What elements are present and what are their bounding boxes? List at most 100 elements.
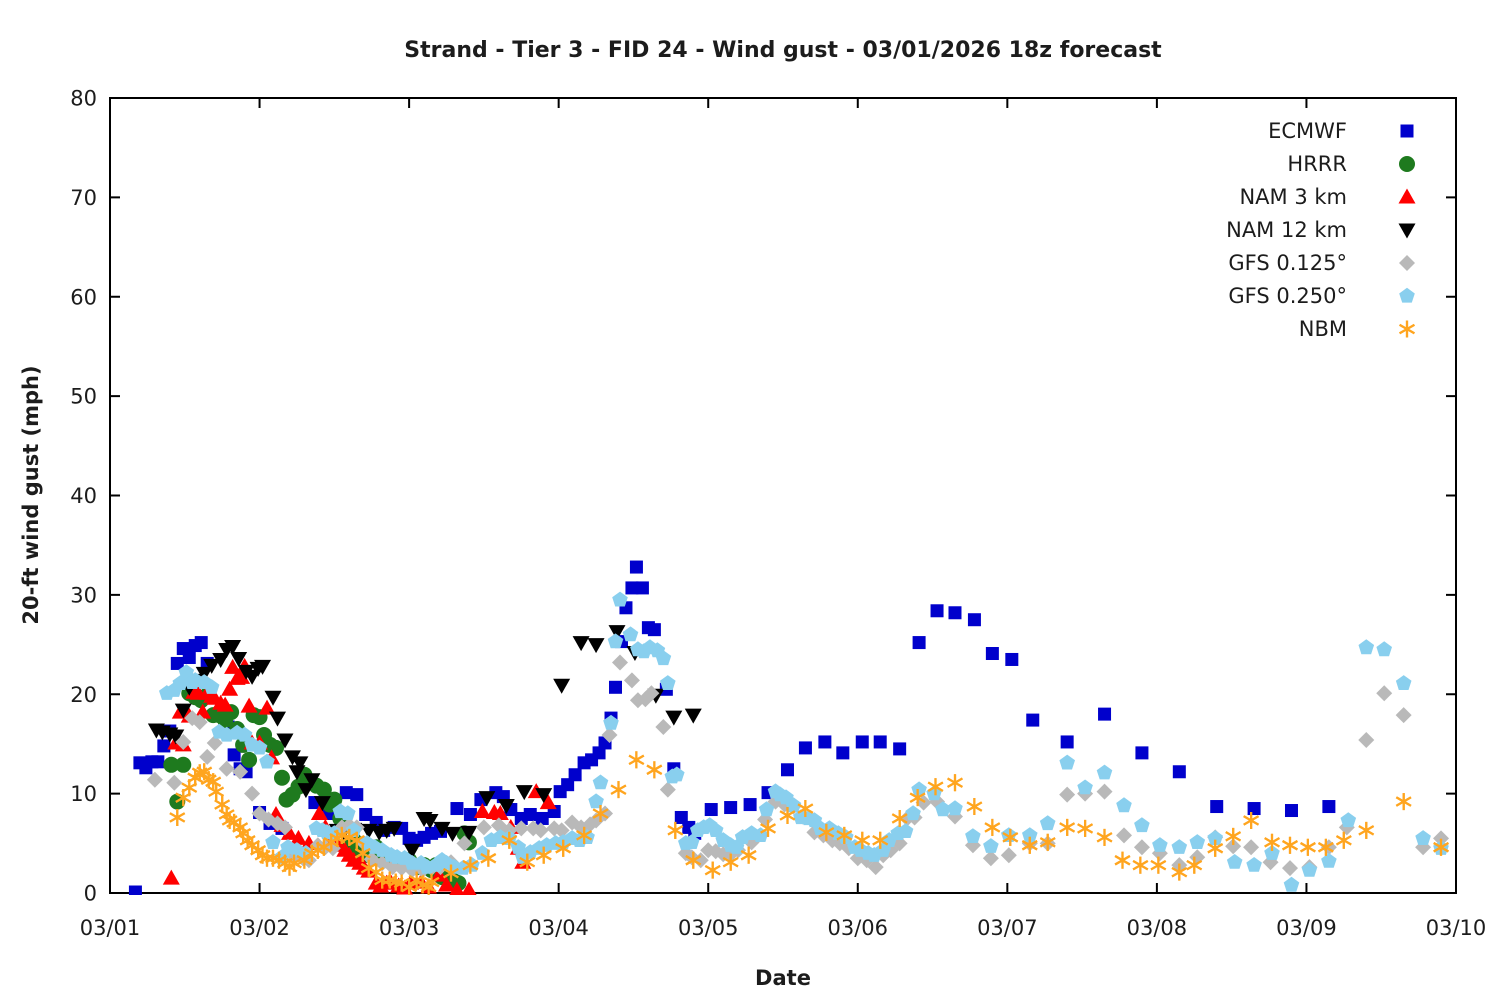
data-point-nbm xyxy=(208,783,225,801)
y-tick-label: 20 xyxy=(70,683,97,707)
y-tick-label: 80 xyxy=(70,87,97,111)
data-point-ecmwf xyxy=(743,798,757,812)
x-tick-label: 03/09 xyxy=(1276,916,1337,940)
data-point-nbm xyxy=(704,861,721,879)
data-point-ecmwf xyxy=(359,807,373,821)
data-point-gfs-0-250 xyxy=(947,800,963,816)
data-point-gfs-0-125 xyxy=(1059,786,1076,803)
data-point-ecmwf xyxy=(1005,652,1019,666)
data-point-nam-3-km xyxy=(216,696,234,712)
data-point-gfs-0-250 xyxy=(1152,837,1168,852)
data-point-ecmwf xyxy=(1172,765,1186,779)
data-point-gfs-0-250 xyxy=(592,774,609,790)
data-point-nam-12-km xyxy=(224,640,242,656)
data-point-nbm xyxy=(760,819,776,837)
data-point-nbm xyxy=(797,800,814,817)
data-point-nbm xyxy=(740,846,757,864)
data-point-nam-12-km xyxy=(230,651,248,667)
data-point-nam-12-km xyxy=(515,785,533,801)
legend-label-nam-12-km: NAM 12 km xyxy=(1226,218,1347,242)
data-point-nbm xyxy=(1114,851,1131,869)
data-point-gfs-0-250 xyxy=(1321,853,1337,868)
data-point-nbm xyxy=(909,789,926,807)
data-point-nbm xyxy=(818,823,835,841)
data-point-nbm xyxy=(401,878,418,895)
x-axis-label: Date xyxy=(755,966,811,990)
data-point-gfs-0-125 xyxy=(611,654,628,671)
data-point-ecmwf xyxy=(985,647,999,661)
data-point-nbm xyxy=(1039,833,1056,851)
y-tick-label: 40 xyxy=(70,484,97,508)
data-point-gfs-0-125 xyxy=(1395,707,1412,724)
data-point-nam-3-km xyxy=(461,881,477,895)
data-point-nbm xyxy=(1186,856,1203,874)
data-point-nam-12-km xyxy=(269,711,287,727)
data-point-gfs-0-250 xyxy=(251,739,268,755)
data-point-nam-12-km xyxy=(608,625,626,641)
x-tick-label: 03/04 xyxy=(528,916,589,940)
data-point-gfs-0-250 xyxy=(1077,779,1093,795)
data-point-gfs-0-125 xyxy=(1376,685,1393,702)
data-point-ecmwf xyxy=(798,741,812,755)
data-point-nbm xyxy=(722,853,739,871)
data-point-nbm xyxy=(891,810,908,827)
hrrr-legend-marker-icon xyxy=(1399,156,1415,172)
data-point-nam-12-km xyxy=(684,708,702,724)
data-point-gfs-0-250 xyxy=(911,781,927,797)
data-point-nbm xyxy=(315,838,332,856)
data-point-ecmwf xyxy=(930,604,944,618)
data-point-nam-12-km xyxy=(212,652,230,668)
data-point-ecmwf xyxy=(625,581,639,595)
data-point-nam-12-km xyxy=(254,659,272,675)
legend-item-nam-3-km: NAM 3 km xyxy=(1239,185,1416,209)
chart-legend: ECMWF HRRR NAM 3 km NAM 12 km GFS 0.125° GFS … xyxy=(1226,119,1416,341)
nbm-legend-marker-icon xyxy=(1399,320,1415,338)
data-point-nam-12-km xyxy=(174,703,192,719)
data-point-gfs-0-125 xyxy=(643,685,660,702)
data-point-nam-3-km xyxy=(430,866,448,882)
data-point-nam-12-km xyxy=(303,773,321,789)
data-point-nbm xyxy=(1317,838,1334,856)
data-point-nbm xyxy=(296,851,313,869)
series-nam-12-km xyxy=(147,625,702,859)
data-point-ecmwf xyxy=(151,755,165,769)
series-nbm xyxy=(169,751,1449,895)
data-point-gfs-0-125 xyxy=(659,781,676,798)
data-point-gfs-0-125 xyxy=(206,734,223,751)
data-point-gfs-0-250 xyxy=(203,679,220,694)
data-point-nbm xyxy=(244,836,260,854)
data-point-nbm xyxy=(927,778,944,796)
axis-ticks: 0 10 20 30 40 50 60 70 80 03/01 03/02 03/03 03/04 03/… xyxy=(70,87,1486,941)
data-point-gfs-0-250 xyxy=(603,714,619,730)
y-tick-label: 60 xyxy=(70,285,97,309)
data-point-nbm xyxy=(1433,838,1449,856)
data-point-nam-3-km xyxy=(258,699,276,715)
series-ecmwf xyxy=(128,560,1336,895)
data-point-ecmwf xyxy=(157,739,171,753)
data-point-nbm xyxy=(169,809,186,826)
data-point-gfs-0-250 xyxy=(660,675,676,690)
data-point-ecmwf xyxy=(608,680,622,694)
data-point-nam-12-km xyxy=(313,796,331,812)
data-point-nbm xyxy=(348,831,365,849)
data-point-gfs-0-125 xyxy=(1225,838,1242,855)
data-point-gfs-0-125 xyxy=(191,714,208,731)
data-point-nbm xyxy=(374,871,391,889)
data-point-nbm xyxy=(1077,819,1094,837)
data-point-gfs-0-250 xyxy=(707,822,724,837)
data-point-gfs-0-125 xyxy=(1358,731,1375,748)
data-point-nbm xyxy=(1300,838,1316,856)
data-point-ecmwf xyxy=(836,746,850,760)
data-point-nam-3-km xyxy=(194,703,212,719)
data-point-ecmwf xyxy=(1284,804,1298,818)
data-point-nam-3-km xyxy=(289,829,307,845)
data-point-gfs-0-250 xyxy=(1376,641,1392,657)
data-point-gfs-0-125 xyxy=(692,852,709,869)
data-point-ecmwf xyxy=(1322,800,1336,814)
data-point-nbm xyxy=(1282,836,1298,854)
data-point-gfs-0-250 xyxy=(983,838,999,853)
data-point-ecmwf xyxy=(674,810,688,824)
data-point-gfs-0-250 xyxy=(1022,827,1038,842)
data-point-nam-12-km xyxy=(167,729,185,745)
data-point-gfs-0-125 xyxy=(199,748,216,765)
